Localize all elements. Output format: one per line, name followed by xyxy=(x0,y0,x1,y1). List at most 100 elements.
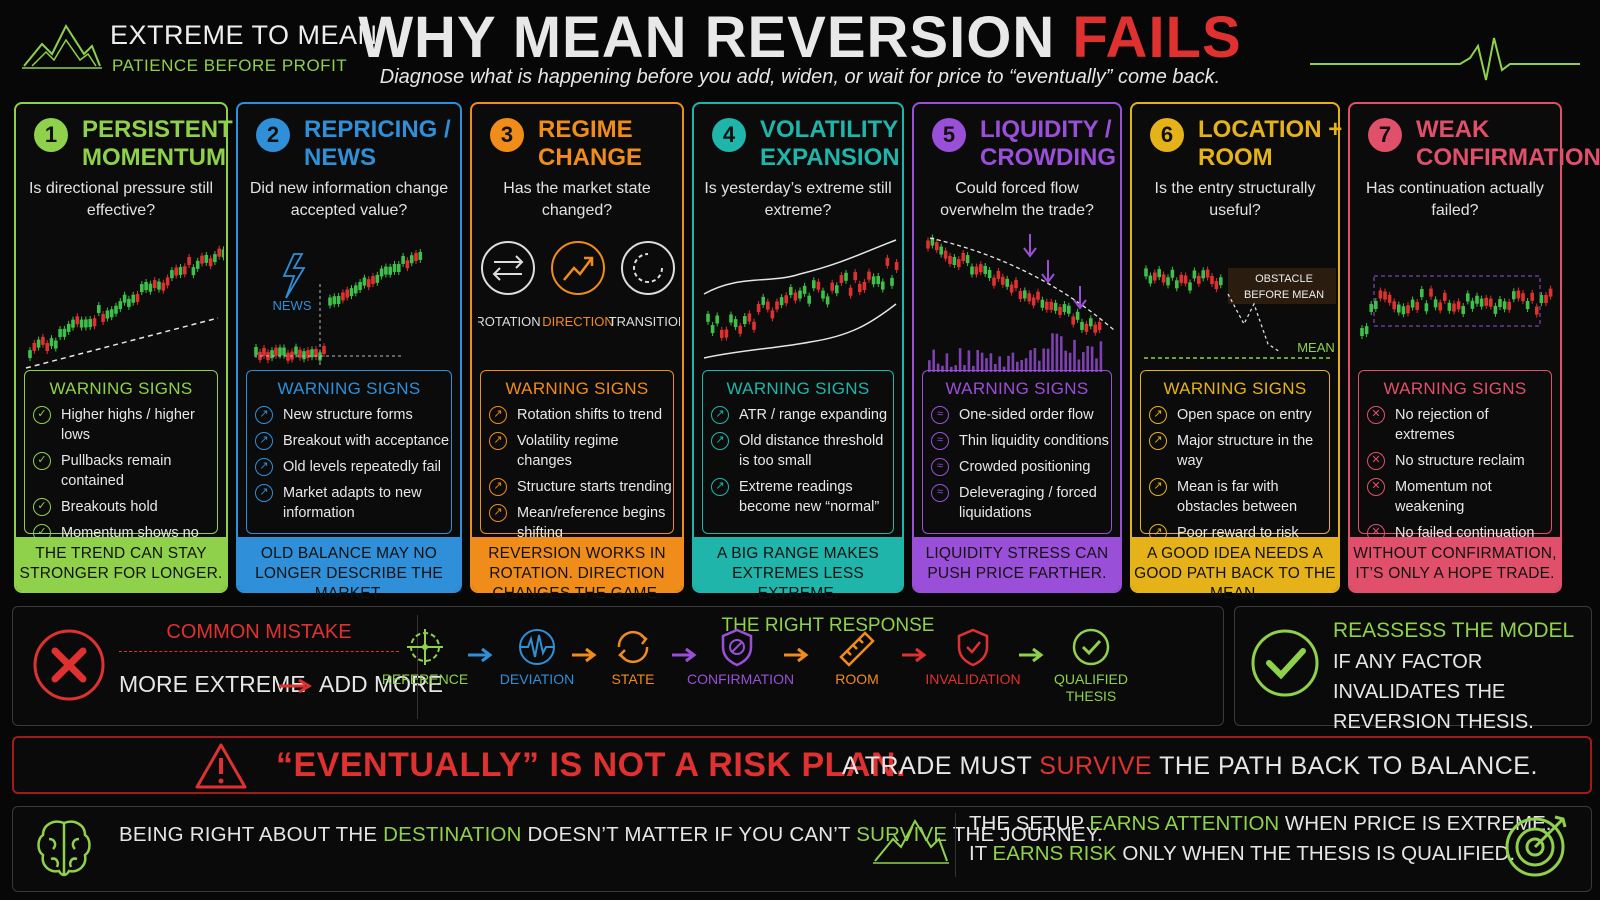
lower-band xyxy=(703,303,897,359)
card-number-badge: 3 xyxy=(490,118,524,152)
candle-body xyxy=(354,285,358,294)
warning-signs-box: WARNING SIGNS ✕ No rejection of extremes ✕… xyxy=(1358,370,1552,561)
candle-body xyxy=(341,292,345,301)
state-label: ROTATION xyxy=(478,314,541,329)
warning-sign-item: ✓ Pullbacks remain contained xyxy=(25,451,217,491)
candle-body xyxy=(148,283,153,292)
candle-body xyxy=(1507,301,1511,310)
candle-body xyxy=(724,329,729,338)
candle-body xyxy=(358,282,362,291)
checkmark-circle-icon xyxy=(1251,629,1319,697)
sign-text: Pullbacks remain contained xyxy=(61,453,172,489)
fr-line2: IT EARNS RISK ONLY WHEN THE THESIS IS QU… xyxy=(969,839,1551,869)
candle-body xyxy=(298,349,302,358)
step-icon xyxy=(721,628,753,667)
sign-text: Market adapts to new information xyxy=(283,485,422,521)
volume-bar xyxy=(950,366,953,372)
sign-text: Volatility regime changes xyxy=(517,433,619,469)
warning-sign-item: ≈ Crowded positioning xyxy=(923,457,1111,477)
candle-body xyxy=(747,313,752,322)
sell-pressure-arrow-icon xyxy=(1073,286,1087,310)
volume-bar xyxy=(1042,348,1045,372)
warning-sign-item: ↗ Breakout with acceptance xyxy=(247,431,451,451)
card-7: 7 WEAK CONFIRMATION Has continuation act… xyxy=(1348,102,1600,593)
fr-l1c: WHEN PRICE IS EXTREME. xyxy=(1279,812,1552,835)
sign-icon: ↗ xyxy=(255,432,273,450)
candle-body xyxy=(1521,293,1525,302)
sign-icon: ✓ xyxy=(33,498,51,516)
alert-tagline-a: A TRADE MUST xyxy=(842,752,1040,780)
step-label: QUALIFIED THESIS xyxy=(1054,671,1128,704)
candle-body xyxy=(743,316,747,325)
sign-text: Thin liquidity conditions xyxy=(959,433,1109,449)
candle-body xyxy=(1023,290,1027,299)
card-question: Could forced flow overwhelm the trade? xyxy=(940,180,1094,219)
candle-body xyxy=(144,281,148,290)
candle-body xyxy=(302,351,306,360)
card-title: VOLATILITY EXPANSION xyxy=(760,116,900,171)
candle-body xyxy=(414,253,418,262)
step-icon xyxy=(617,630,649,664)
fr-l2a: IT xyxy=(969,842,993,865)
candle-body xyxy=(174,267,178,276)
state-circle-icon xyxy=(621,241,675,295)
mistake-title: COMMON MISTAKE xyxy=(166,621,352,643)
candle-body xyxy=(1067,305,1071,314)
candle-body xyxy=(79,319,84,328)
candle-body xyxy=(349,288,354,297)
warning-signs-title: WARNING SIGNS xyxy=(1383,379,1527,398)
sign-icon: ✓ xyxy=(33,406,51,424)
warning-sign-item: ↗ Structure starts trending xyxy=(481,477,673,497)
candle-body xyxy=(1161,274,1166,283)
candle-body xyxy=(812,280,816,289)
candle-body xyxy=(974,266,979,275)
step-icon xyxy=(839,631,875,667)
mistake-right: ADD MORE xyxy=(319,671,443,697)
candle-body xyxy=(109,309,114,318)
candle-body xyxy=(756,304,761,313)
warning-triangle-icon xyxy=(195,743,247,789)
warning-signs-title: WARNING SIGNS xyxy=(726,379,870,398)
candle-body xyxy=(789,287,793,296)
candle-body xyxy=(885,257,890,266)
title-accent: FAILS xyxy=(1072,5,1242,70)
card-footer: REVERSION WORKS IN ROTATION. DIRECTION C… xyxy=(472,537,682,602)
warning-sign-item: ✕ No structure reclaim xyxy=(1359,451,1551,471)
fl-b: DESTINATION xyxy=(383,823,522,846)
candle-body xyxy=(1387,294,1392,303)
divider xyxy=(417,615,418,719)
heartbeat-pulse-icon xyxy=(1310,37,1580,81)
candle-body xyxy=(221,249,224,258)
candle-body xyxy=(1525,301,1530,310)
volume-bar xyxy=(1051,333,1054,372)
sign-icon: ↗ xyxy=(1149,406,1167,424)
warning-signs-title: WARNING SIGNS xyxy=(49,379,193,398)
card-visual xyxy=(25,245,224,369)
candle-body xyxy=(1080,321,1084,330)
candle-body xyxy=(1438,302,1442,311)
volume-bar xyxy=(954,365,957,372)
sign-icon: ↗ xyxy=(255,484,273,502)
candle-body xyxy=(375,274,380,283)
candle-body xyxy=(1364,326,1369,335)
candle-body xyxy=(948,255,952,264)
mistake-response-panel: COMMON MISTAKE MORE EXTREME ADD MORE THE… xyxy=(12,606,1224,726)
candle-body xyxy=(890,277,894,286)
fr-l1a: THE SETUP xyxy=(969,812,1090,835)
step-arrow-icon xyxy=(672,647,697,663)
card-number-badge: 4 xyxy=(712,118,746,152)
warning-sign-item: ✕ Momentum not weakening xyxy=(1359,477,1551,517)
candle-body xyxy=(384,266,388,275)
candle-body xyxy=(996,270,1001,279)
sign-icon: ↗ xyxy=(711,478,729,496)
candle-body xyxy=(366,279,371,288)
candle-body xyxy=(286,352,290,361)
candle-body xyxy=(45,343,49,352)
header: EXTREME TO MEAN PATIENCE BEFORE PROFIT W… xyxy=(0,0,1600,100)
candle-body xyxy=(943,250,948,259)
card-visual: OBSTACLE BEFORE MEAN MEAN xyxy=(1144,265,1336,359)
candle-body xyxy=(101,314,105,323)
step-icon xyxy=(407,629,443,665)
candle-body xyxy=(409,255,414,264)
card-footer: THE TREND CAN STAY STRONGER FOR LONGER. xyxy=(16,537,226,591)
